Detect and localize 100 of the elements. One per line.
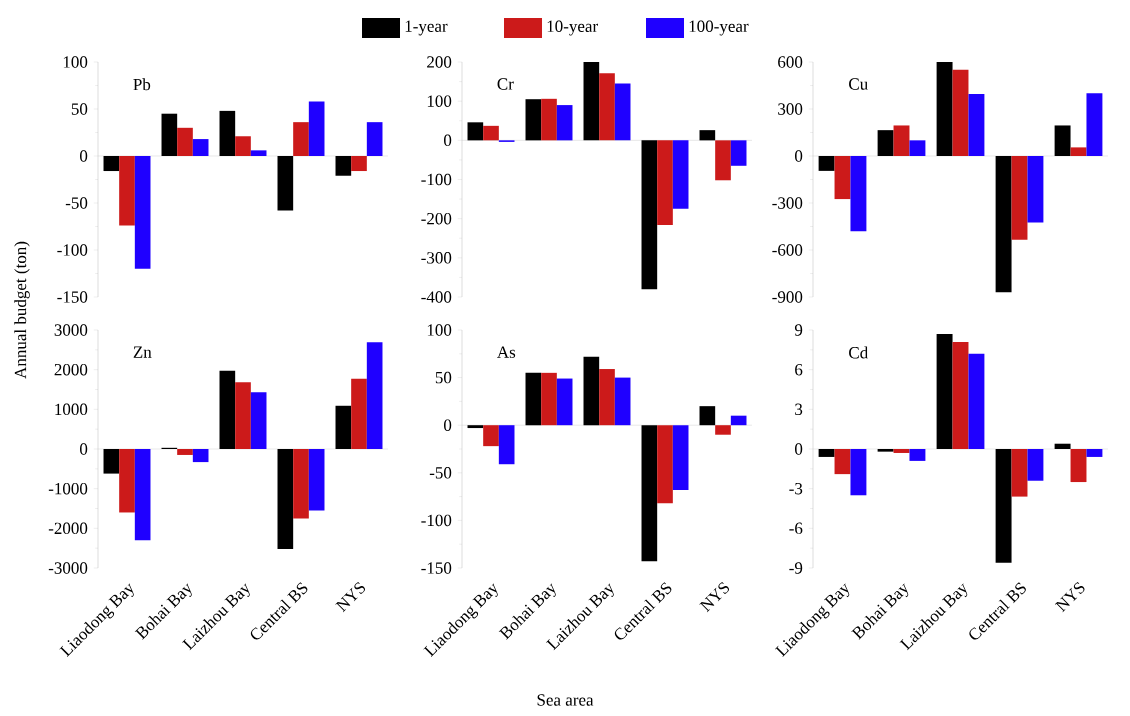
text: Cd [849, 346, 869, 359]
bar [936, 333, 953, 449]
bar [483, 425, 499, 447]
bar [1086, 449, 1103, 457]
text: As [497, 346, 516, 358]
bar [877, 130, 894, 156]
bar [366, 342, 383, 450]
legend-label: 10-year [547, 20, 598, 36]
y-tick-label: 0 [80, 150, 88, 162]
bar [134, 156, 151, 269]
bar [850, 449, 867, 496]
text: Cr [497, 78, 514, 90]
bar [483, 125, 499, 141]
bar [672, 425, 689, 490]
y-tick-label: -200 [421, 212, 452, 225]
bar [277, 449, 294, 549]
bar [293, 122, 309, 156]
y-tick-label: 600 [778, 56, 803, 68]
y-tick-label: -900 [772, 291, 803, 303]
bar [351, 378, 367, 450]
bar [235, 382, 251, 450]
bar [134, 449, 151, 541]
bar [995, 449, 1012, 563]
bar [995, 156, 1012, 293]
y-tick-label: 3000 [54, 324, 88, 336]
bar [366, 122, 383, 156]
y-tick-label: 0 [795, 150, 803, 162]
bar [1027, 156, 1044, 223]
legend-label: 100-year [689, 20, 749, 36]
bar [715, 140, 731, 181]
bar [161, 113, 178, 156]
bar [952, 69, 969, 156]
bar [893, 449, 910, 453]
bar [672, 140, 689, 209]
y-tick-label: 1000 [55, 403, 88, 416]
bar [556, 378, 573, 426]
y-tick-label: 100 [63, 56, 88, 68]
y-tick-label: -1000 [48, 482, 88, 495]
bar [657, 140, 673, 225]
y-tick-label: 100 [427, 95, 452, 107]
bar [641, 425, 658, 562]
bar [730, 140, 747, 166]
y-tick-label: -150 [421, 562, 452, 574]
y-tick-label: 200 [427, 56, 452, 68]
bar [1070, 449, 1087, 483]
bar [467, 425, 484, 429]
bar [1011, 449, 1028, 497]
bar [308, 449, 325, 511]
text: Pb [133, 78, 151, 91]
bar [614, 377, 631, 426]
y-tick-label: -600 [772, 244, 803, 256]
bar [614, 83, 631, 141]
y-tick-label: -100 [57, 244, 88, 256]
text: Cu [849, 78, 868, 90]
bar [818, 449, 835, 457]
bar [699, 130, 716, 141]
bar [250, 150, 267, 156]
bar [1011, 156, 1028, 240]
bar [177, 127, 193, 156]
bar [1027, 449, 1044, 481]
bar [834, 449, 851, 475]
y-tick-label: -3000 [48, 562, 88, 574]
bar [541, 372, 557, 426]
bar [219, 370, 236, 450]
bar [335, 156, 352, 176]
bar [235, 136, 251, 156]
bar [599, 73, 615, 141]
bar [699, 406, 716, 426]
text: Zn [133, 346, 152, 358]
bar [219, 110, 236, 156]
bar [119, 156, 135, 226]
bar [818, 156, 835, 171]
bar [351, 156, 367, 172]
bar [192, 449, 209, 463]
bar [936, 62, 953, 156]
y-tick-label: 0 [444, 134, 452, 147]
y-tick-label: -3 [789, 482, 803, 495]
y-tick-label: 300 [778, 103, 803, 115]
y-tick-label: -100 [421, 514, 452, 527]
bar [335, 405, 352, 450]
y-tick-label: 9 [794, 324, 803, 336]
bar [277, 156, 294, 211]
bar [893, 125, 910, 156]
y-tick-label: 0 [80, 443, 88, 455]
bar [177, 449, 193, 455]
y-tick-label: -6 [789, 522, 803, 535]
bar [599, 369, 615, 426]
y-tick-label: -400 [421, 291, 452, 303]
bar [968, 94, 985, 156]
bar [119, 449, 135, 513]
bar [583, 62, 600, 141]
bar [583, 356, 600, 426]
y-tick-label: -50 [65, 197, 88, 209]
bar [909, 140, 926, 156]
bar [525, 372, 542, 426]
y-tick-label: 0 [795, 443, 803, 455]
bar [192, 139, 209, 156]
x-axis-title: Sea area [537, 694, 594, 706]
bar [1086, 93, 1103, 156]
y-tick-label: -150 [57, 291, 88, 303]
